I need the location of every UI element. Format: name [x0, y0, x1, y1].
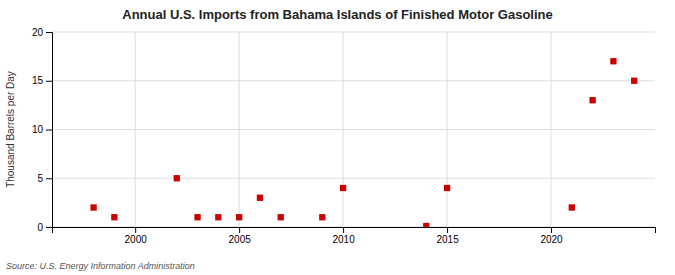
- x-axis: 2000 2005 2010 2015 2020: [53, 227, 656, 245]
- point: [90, 204, 96, 210]
- y-tick: 10: [32, 124, 52, 135]
- point: [278, 214, 284, 220]
- title: Annual U.S. Imports from Bahama Islands …: [122, 7, 553, 22]
- x-axis-line: [53, 228, 656, 234]
- y-tick: 0: [37, 222, 52, 233]
- x-tick-label: 2000: [125, 234, 148, 245]
- point: [444, 185, 450, 191]
- grid-line-x: [343, 32, 344, 227]
- y-tick: 15: [32, 75, 52, 86]
- point: [631, 78, 637, 84]
- x-tick-mark: [239, 227, 240, 233]
- grid-line-x: [551, 32, 552, 227]
- point: [589, 97, 595, 103]
- point: [111, 214, 117, 220]
- grid-line-x: [239, 32, 240, 227]
- x-tick-mark: [551, 227, 552, 233]
- point: [215, 214, 221, 220]
- y-tick-label: 5: [37, 173, 43, 184]
- grid: [52, 32, 655, 227]
- y-tick-label: 10: [32, 124, 44, 135]
- point: [319, 214, 325, 220]
- grid-line-y: [52, 178, 655, 179]
- point: [569, 204, 575, 210]
- point: [194, 214, 200, 220]
- x-tick-label: 2010: [332, 234, 355, 245]
- grid-line-y: [52, 32, 655, 33]
- x-tick: 2010: [332, 227, 355, 245]
- grid-line-y: [52, 129, 655, 130]
- y-tick-label: 0: [37, 222, 43, 233]
- point: [340, 185, 346, 191]
- y-tick-mark: [46, 32, 52, 33]
- point: [236, 214, 242, 220]
- source-note: Source: U.S. Energy Information Administ…: [6, 261, 195, 271]
- x-tick: 2015: [436, 227, 459, 245]
- y-tick: 20: [32, 27, 52, 38]
- plot-area: 2000 2005 2010 2015 2020 0 5 10 15 20: [32, 27, 656, 245]
- y-axis-line: [46, 33, 53, 228]
- y-tick-label: 15: [32, 75, 44, 86]
- x-tick-label: 2020: [540, 234, 563, 245]
- chart: 2000 2005 2010 2015 2020 0 5 10 15 20 Annual U.S. …: [0, 0, 675, 275]
- y-tick-label: 20: [32, 27, 44, 38]
- points: [90, 58, 637, 227]
- y-axis: 0 5 10 15 20: [32, 27, 53, 233]
- y-axis-title: Thousand Barrels per Day: [5, 71, 16, 188]
- y-tick-mark: [46, 227, 52, 228]
- x-tick: 2005: [229, 227, 252, 245]
- grid-line-x: [135, 32, 136, 227]
- x-tick-mark: [447, 227, 448, 233]
- y-tick-mark: [46, 130, 52, 131]
- x-tick-label: 2015: [436, 234, 459, 245]
- x-tick-label: 2005: [229, 234, 252, 245]
- point: [257, 195, 263, 201]
- y-tick: 5: [37, 173, 52, 184]
- point: [174, 175, 180, 181]
- point: [423, 223, 429, 227]
- x-tick-mark: [135, 227, 136, 233]
- grid-line-y: [52, 80, 655, 81]
- point: [610, 58, 616, 64]
- x-tick: 2000: [125, 227, 148, 245]
- x-tick-mark: [343, 227, 344, 233]
- x-tick: 2020: [540, 227, 563, 245]
- y-tick-mark: [46, 178, 52, 179]
- y-tick-mark: [46, 81, 52, 82]
- grid-line-x: [447, 32, 448, 227]
